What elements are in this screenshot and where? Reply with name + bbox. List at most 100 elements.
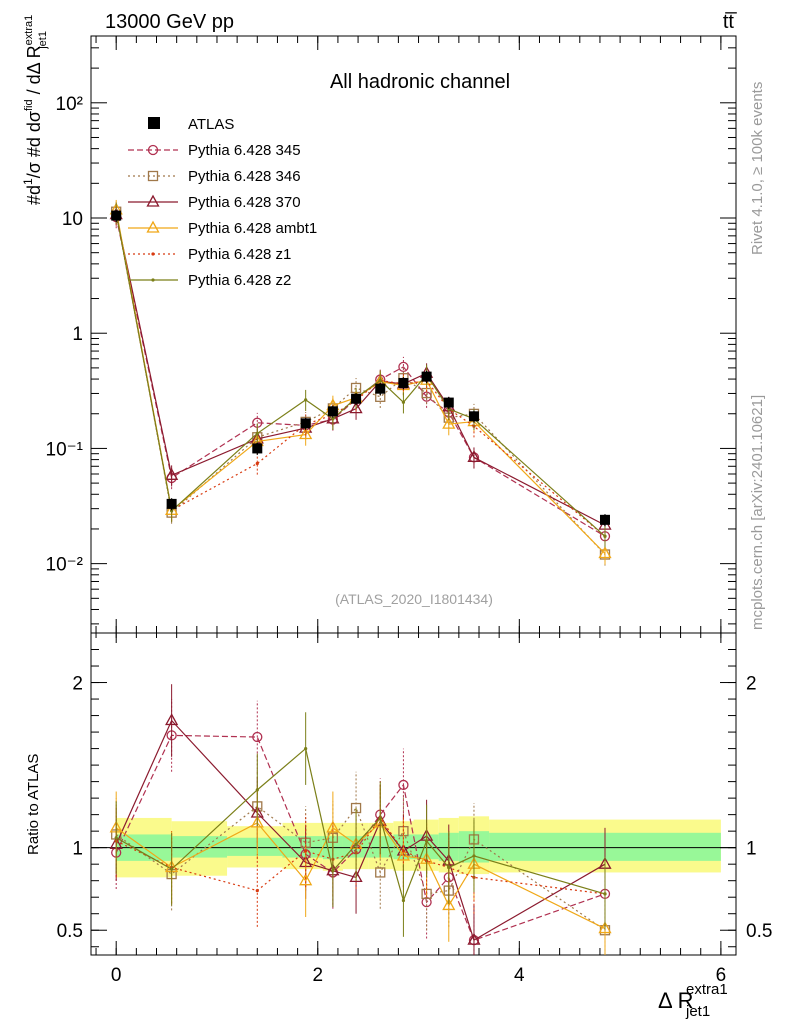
series-3-ratio-point <box>299 873 313 886</box>
atlas-point <box>111 210 122 221</box>
atlas-point <box>327 406 338 417</box>
series-4-ratio-point <box>401 849 406 853</box>
legend-marker-atlas <box>148 117 160 129</box>
legend-entry-5: Pythia 6.428 z2 <box>128 272 291 289</box>
y-tick-label: 10 <box>62 209 83 230</box>
series-5-point <box>401 400 406 404</box>
series-4-point <box>255 461 259 466</box>
legend-entry-3-label: Pythia 6.428 ambt1 <box>188 220 317 237</box>
process-label: tt̅ <box>723 11 737 33</box>
series-2-ratio-line <box>115 719 606 942</box>
series-3-ratio-point <box>250 815 264 828</box>
x-axis-label-main: Δ R <box>658 988 693 1013</box>
atlas-series-main <box>111 209 610 527</box>
series-2-point <box>349 401 363 414</box>
mcplots-label: mcplots.cern.ch [arXiv:2401.10621] <box>749 395 766 630</box>
series-4-line <box>115 213 606 537</box>
series-5-point <box>331 417 335 421</box>
legend-entry-3-marker <box>146 220 160 233</box>
series-3-ratio-point <box>326 820 340 833</box>
series-5-point <box>378 378 382 383</box>
legend-entry-5-marker <box>151 278 155 282</box>
series-5-ratio <box>114 712 607 937</box>
series-5-ratio-point <box>331 869 335 873</box>
atlas-point <box>599 514 610 525</box>
atlas-point <box>443 397 454 408</box>
series-5-ratio-point <box>354 842 358 846</box>
series-0-point <box>398 361 409 372</box>
series-5-point <box>304 398 308 402</box>
atlas-point <box>351 393 362 404</box>
series-0-ratio-point <box>252 731 263 743</box>
y-tick-label: 10⁻¹ <box>46 439 84 460</box>
analysis-tag: (ATLAS_2020_I1801434) <box>335 591 493 607</box>
axis-ticks: 0 2 4 6 10⁻² 10⁻¹ 1 10 10² 0.5 0.5 1 1 2 2 <box>46 36 772 986</box>
series-5-ratio-point <box>447 865 451 870</box>
legend-label-atlas: ATLAS <box>188 116 234 133</box>
series-5-point <box>603 534 607 538</box>
series-2-ratio-point <box>165 713 179 726</box>
legend-entry-atlas: ATLAS <box>148 116 234 133</box>
legend-entry-4-label: Pythia 6.428 z1 <box>188 246 291 263</box>
legend-entry-1: Pythia 6.428 346 <box>128 168 301 185</box>
atlas-point <box>375 383 386 394</box>
ratio-tick-label: 2 <box>72 674 83 695</box>
series-3-ratio-point <box>598 921 612 934</box>
ratio-tick-label-right: 2 <box>746 674 757 695</box>
series-3-point <box>598 546 612 559</box>
series-5-ratio-point <box>255 788 259 792</box>
chart-title: All hadronic channel <box>330 71 510 93</box>
series-5-ratio-point <box>603 892 607 896</box>
ratio-tick-label: 1 <box>72 839 83 860</box>
ratio-uncertainty-bands <box>91 816 736 878</box>
legend-entry-2: Pythia 6.428 370 <box>128 194 301 211</box>
series-4-ratio-point <box>255 889 259 893</box>
series-4-ratio-line <box>115 816 606 895</box>
x-tick-label: 2 <box>312 965 323 986</box>
ratio-tick-label-right: 0.5 <box>746 921 772 942</box>
series-3-ratio-line <box>115 822 606 930</box>
series-5-ratio-point <box>425 839 429 843</box>
series-5-ratio-point <box>378 816 382 820</box>
x-axis-label-sup: extra1 <box>686 981 728 998</box>
legend-entry-1-label: Pythia 6.428 346 <box>188 168 301 185</box>
atlas-point <box>398 377 409 388</box>
atlas-point <box>468 411 479 422</box>
y-tick-label: 1 <box>72 324 83 345</box>
ratio-tick-label-right: 1 <box>746 839 757 860</box>
series-5-ratio-point <box>114 836 118 840</box>
series-1-line <box>115 211 606 555</box>
y-tick-label: 10⁻² <box>46 555 84 576</box>
energy-label: 13000 GeV pp <box>105 11 234 33</box>
legend-entry-0-label: Pythia 6.428 345 <box>188 142 301 159</box>
series-5-point <box>255 431 259 436</box>
series-5-line <box>115 212 606 537</box>
legend-entry-2-label: Pythia 6.428 370 <box>188 194 301 211</box>
series-5-ratio-point <box>170 867 174 871</box>
inner-band <box>171 836 228 858</box>
series-3-ratio-point <box>396 848 411 861</box>
series-3-ratio-point <box>442 898 456 911</box>
x-tick-label: 6 <box>716 965 727 986</box>
atlas-point <box>166 498 177 509</box>
y-axis-label-ratio: Ratio to ATLAS <box>25 754 42 855</box>
series-5-point <box>170 509 174 513</box>
legend-series: Pythia 6.428 345 Pythia 6.428 346 Pythia 6… <box>128 142 317 289</box>
series-3-point <box>442 416 456 429</box>
y-tick-label: 10² <box>56 94 83 115</box>
series-2-line <box>115 214 606 526</box>
ratio-tick-label: 0.5 <box>57 921 83 942</box>
legend-entry-4-marker <box>151 252 155 256</box>
rivet-label: Rivet 4.1.0, ≥ 100k events <box>749 82 766 255</box>
x-tick-label: 0 <box>111 965 122 986</box>
atlas-point <box>252 443 263 454</box>
series-2-point <box>467 450 481 463</box>
legend-entry-0-marker <box>147 144 159 156</box>
series-1-ratio-point <box>375 867 386 878</box>
ratio-series <box>109 684 612 955</box>
series-2-ratio-point <box>349 870 363 883</box>
series-0-ratio-point <box>398 779 409 791</box>
atlas-point <box>421 371 432 382</box>
